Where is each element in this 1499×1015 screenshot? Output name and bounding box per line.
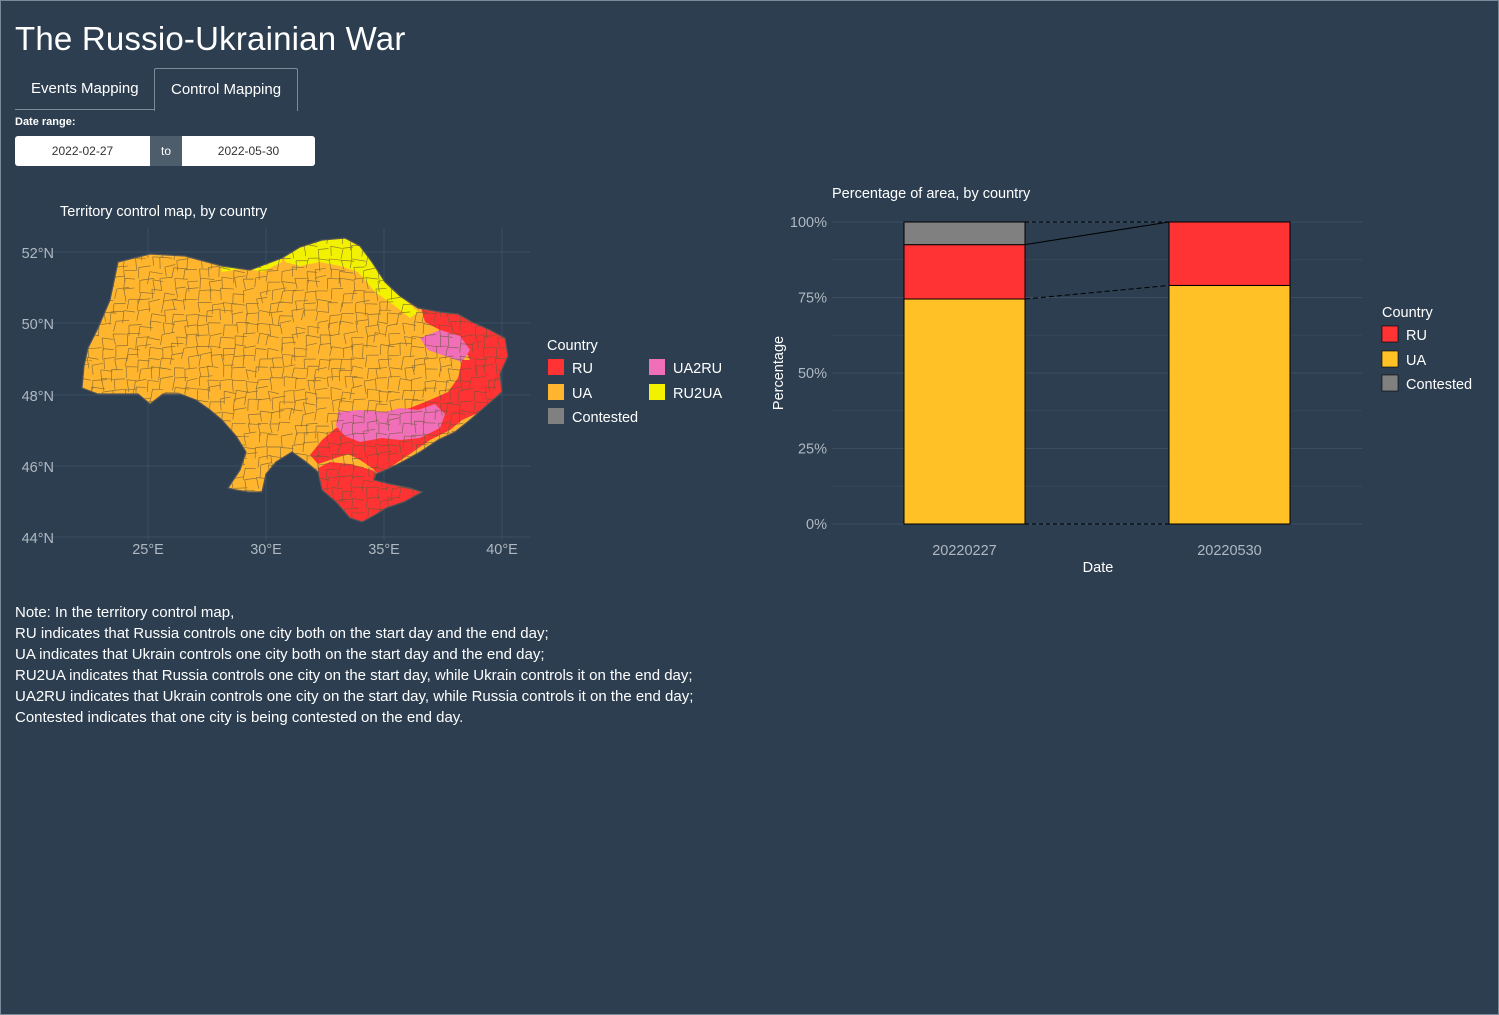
start-date-input[interactable] [15,136,150,166]
bar-chart-legend: Country RU UA Contested [1381,305,1472,393]
note-line: UA indicates that Ukrain controls one ci… [15,646,545,663]
tab-control-mapping[interactable]: Control Mapping [154,68,299,111]
end-date-input[interactable] [182,136,315,166]
map-legend-label-contested: Contested [572,410,638,426]
bar-y-tick-label: 25% [798,442,827,458]
map-lat-ticks: 52°N 50°N 48°N 46°N 44°N [22,246,54,547]
territory-control-map: Territory control map, by country 52°N 5… [22,204,723,558]
map-legend-label-ru: RU [572,361,593,377]
app-title: The Russio-Ukrainian War [15,20,406,57]
note-line: RU2UA indicates that Russia controls one… [15,667,693,684]
date-range-separator: to [150,136,182,166]
bar-legend-title: Country [1382,305,1434,321]
bar-legend-label-ru: RU [1406,328,1427,344]
map-legend: Country RU UA Contested UA2RU RU2UA [547,338,722,426]
bar-segment-ua [1168,284,1291,525]
bar-legend-label-contested: Contested [1406,377,1472,393]
bar-connector-line [1024,284,1170,300]
map-legend-swatch-ua [548,384,564,400]
map-lat-tick: 46°N [22,460,54,476]
map-legend-swatch-ru [548,359,564,375]
note-line: RU indicates that Russia controls one ci… [15,625,549,642]
bar-x-tick-label: 20220227 [932,543,997,559]
bar-legend-swatch-contested [1381,374,1399,392]
bar-legend-label-ua: UA [1406,353,1426,369]
bar-y-tick-label: 75% [798,291,827,307]
bar-chart-bars [903,221,1291,525]
bar-chart-title: Percentage of area, by country [832,186,1031,202]
map-legend-title: Country [547,338,599,354]
map-lat-tick: 50°N [22,317,54,333]
map-lon-tick: 35°E [368,542,400,558]
bar-chart-y-ticks: 0% 25% 50% 75% 100% [790,215,827,533]
bar-legend-swatch-ua [1381,350,1399,368]
note-line: Note: In the territory control map, [15,604,235,621]
bar-segment-ru [903,244,1026,300]
region-ru2ua-north [280,238,418,318]
bar-y-tick-label: 0% [806,517,827,533]
date-range-picker: to [15,136,315,166]
map-lat-tick: 52°N [22,246,54,262]
map-legend-swatch-ru2ua [649,384,665,400]
map-legend-swatch-ua2ru [649,359,665,375]
bar-legend-swatch-ru [1381,325,1399,343]
bar-chart-x-ticks: 20220227 20220530 [932,543,1262,559]
map-legend-label-ua: UA [572,386,592,402]
tab-events-mapping[interactable]: Events Mapping [31,80,139,97]
date-range-label: Date range: [15,116,76,128]
map-lat-tick: 48°N [22,389,54,405]
area-percentage-chart: Percentage of area, by country 0% 25% 50% 7… [771,186,1472,576]
map-lon-tick: 25°E [132,542,164,558]
tab-divider [15,109,154,110]
map-legend-label-ru2ua: RU2UA [673,386,722,402]
bar-y-tick-label: 50% [798,366,827,382]
note-line: UA2RU indicates that Ukrain controls one… [15,688,694,705]
map-title: Territory control map, by country [60,204,268,220]
map-lon-ticks: 25°E 30°E 35°E 40°E [132,542,518,558]
map-regions [82,238,508,522]
bar-chart-connectors [1024,221,1170,525]
map-legend-swatch-contested [548,408,564,424]
bar-segment-ru [1168,221,1291,286]
bar-y-tick-label: 100% [790,215,827,231]
map-lat-tick: 44°N [22,531,54,547]
bar-chart-ylabel: Percentage [771,336,787,410]
bar-segment-ua [903,298,1026,525]
bar-connector-line [1024,221,1170,246]
note-line: Contested indicates that one city is bei… [15,709,464,726]
map-lon-tick: 40°E [486,542,518,558]
bar-x-tick-label: 20220530 [1197,543,1262,559]
tab-bar: Events Mapping Control Mapping [15,68,1499,111]
bar-segment-contested [903,221,1026,246]
map-legend-label-ua2ru: UA2RU [673,361,722,377]
bar-chart-xlabel: Date [1083,560,1114,576]
note-text: Note: In the territory control map, RU i… [15,602,693,728]
map-lon-tick: 30°E [250,542,282,558]
region-ru-crimea [318,462,424,522]
